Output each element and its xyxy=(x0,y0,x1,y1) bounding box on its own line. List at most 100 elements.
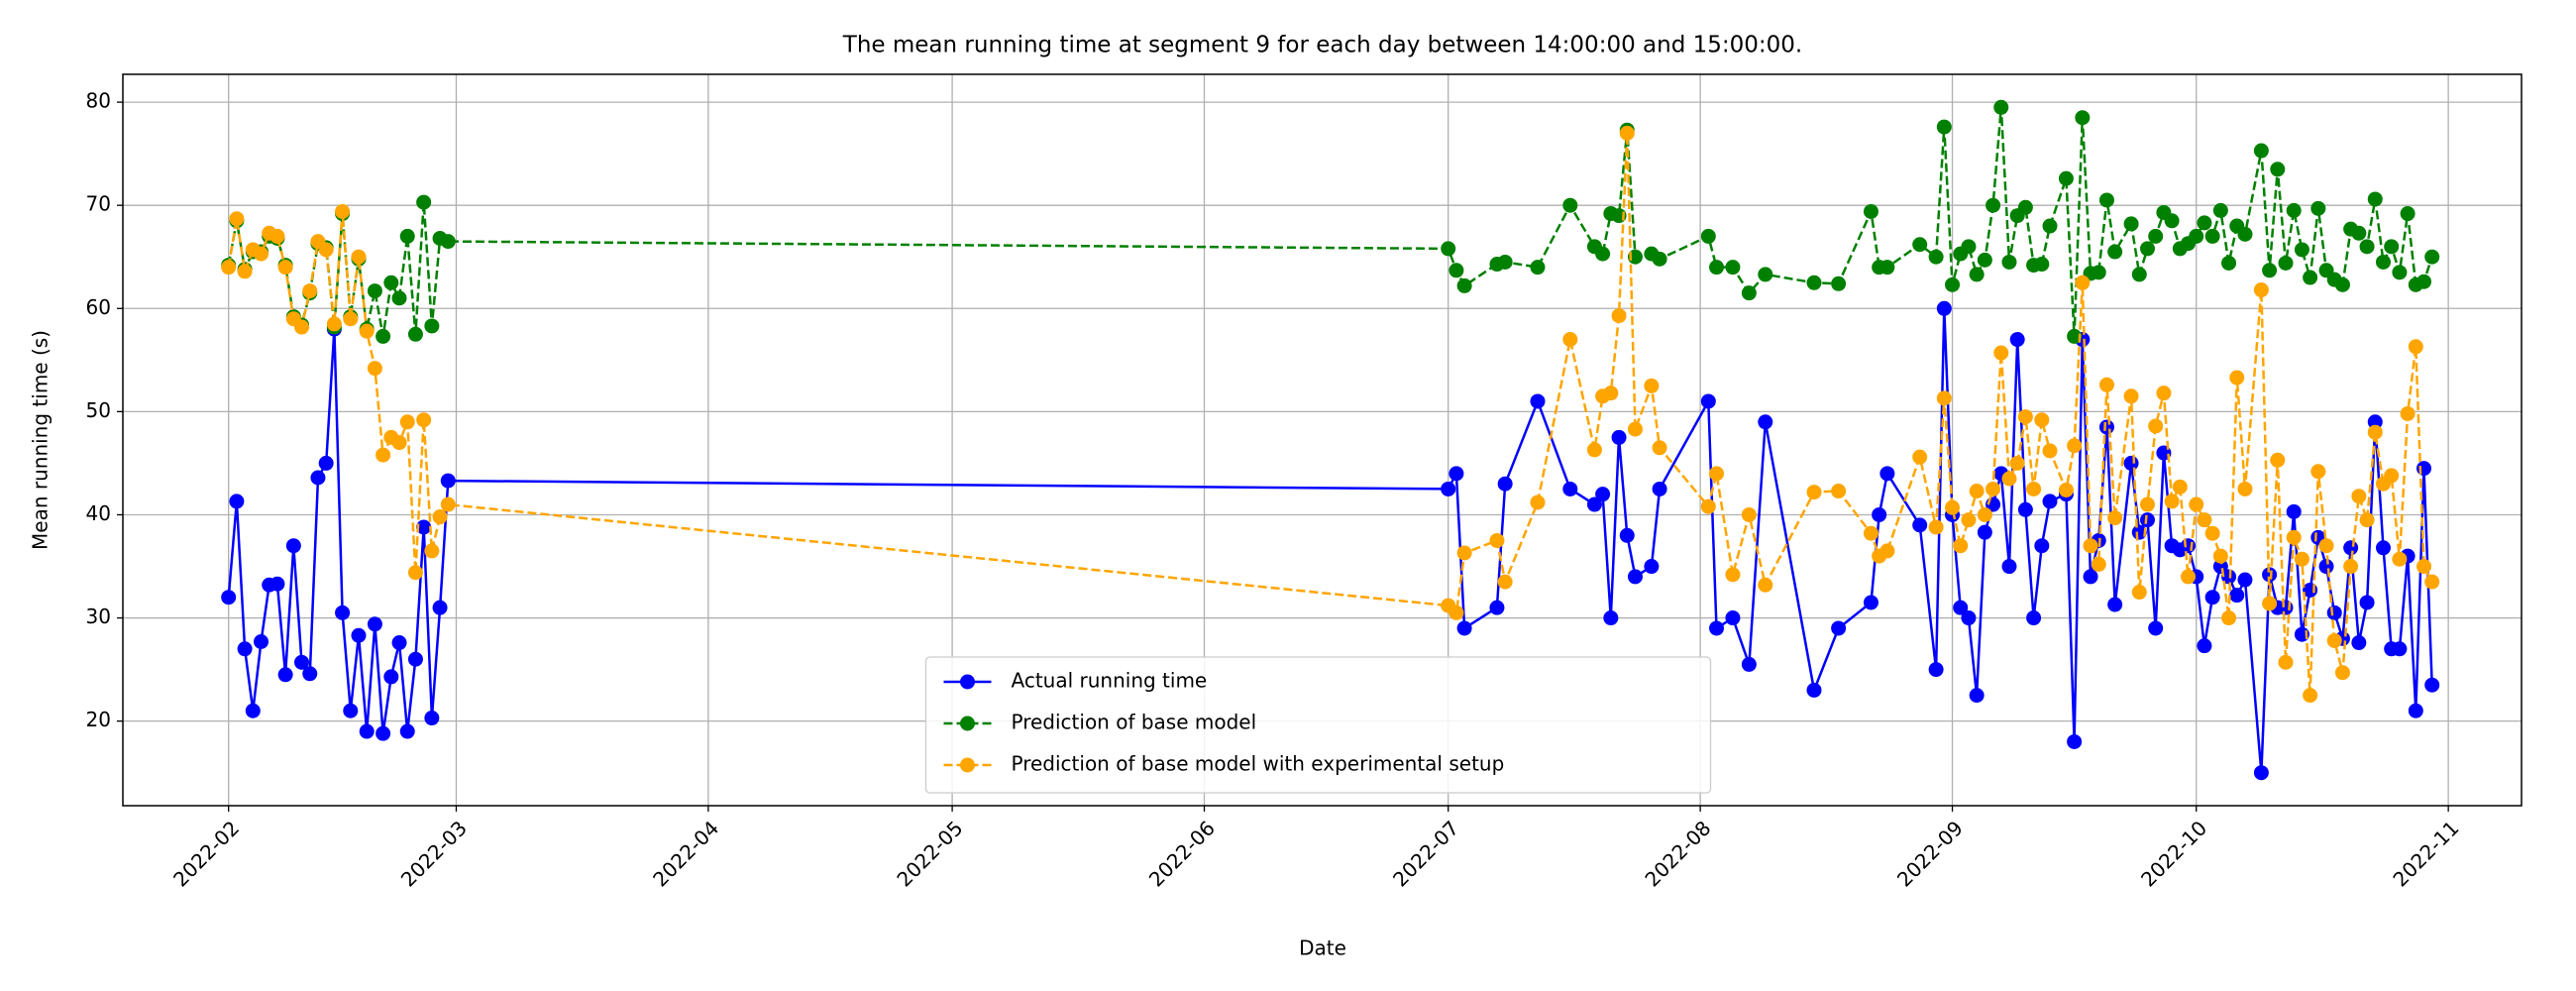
data-point xyxy=(2400,206,2415,222)
data-point xyxy=(1953,538,1969,554)
data-point xyxy=(2408,339,2423,355)
data-point xyxy=(1595,487,1611,502)
data-point xyxy=(1872,506,1887,522)
data-point xyxy=(285,538,301,554)
data-point xyxy=(407,565,423,581)
data-point xyxy=(2212,559,2228,575)
data-point xyxy=(1936,390,1952,406)
x-tick-label: 2022-04 xyxy=(648,816,723,891)
data-point xyxy=(424,318,440,334)
data-point xyxy=(245,703,261,718)
data-point xyxy=(2058,482,2074,497)
data-point xyxy=(2359,595,2375,610)
data-point xyxy=(359,323,375,339)
data-point xyxy=(2148,228,2164,244)
data-point xyxy=(2123,388,2139,404)
data-point xyxy=(2310,464,2326,480)
data-point xyxy=(432,600,448,615)
data-point xyxy=(1977,506,1992,522)
data-point xyxy=(1969,688,1985,704)
data-point xyxy=(277,667,293,683)
data-point xyxy=(1456,277,1472,293)
data-point xyxy=(2075,110,2091,126)
data-point xyxy=(1449,466,1464,482)
data-point xyxy=(1586,496,1602,512)
data-point xyxy=(1806,682,1822,698)
data-point xyxy=(1928,519,1944,535)
data-point xyxy=(2204,228,2220,244)
data-point xyxy=(1449,263,1464,278)
data-point xyxy=(2107,244,2123,260)
x-tick-label: 2022-07 xyxy=(1388,816,1463,891)
data-point xyxy=(1489,532,1505,548)
data-point xyxy=(2148,620,2164,636)
legend-marker xyxy=(960,674,975,690)
data-point xyxy=(1725,260,1741,275)
data-point xyxy=(318,242,334,258)
data-point xyxy=(2343,540,2359,556)
data-point xyxy=(2318,538,2334,554)
data-point xyxy=(1969,267,1985,282)
data-point xyxy=(1831,620,1847,636)
data-point xyxy=(2262,263,2278,278)
data-point xyxy=(1831,275,1847,291)
data-point xyxy=(351,627,367,643)
data-point xyxy=(2204,525,2220,541)
data-point xyxy=(1912,517,1928,533)
data-point xyxy=(1758,414,1773,430)
x-tick-label: 2022-05 xyxy=(892,816,967,891)
data-point xyxy=(302,283,318,299)
data-point xyxy=(2286,529,2302,545)
chart-title: The mean running time at segment 9 for e… xyxy=(842,33,1802,58)
data-point xyxy=(351,249,367,265)
data-point xyxy=(440,496,456,512)
data-point xyxy=(2189,228,2204,244)
data-point xyxy=(2001,559,2017,575)
data-point xyxy=(399,723,415,739)
data-point xyxy=(2262,596,2278,611)
data-point xyxy=(2294,242,2309,258)
legend-marker xyxy=(960,757,975,773)
data-point xyxy=(2310,200,2326,216)
data-point xyxy=(1863,203,1878,219)
data-point xyxy=(1627,421,1643,437)
data-point xyxy=(2392,265,2408,280)
data-point xyxy=(2131,585,2147,601)
data-point xyxy=(2017,199,2033,215)
data-point xyxy=(2229,588,2245,604)
data-point xyxy=(1489,600,1505,615)
data-point xyxy=(1700,393,1716,409)
data-point xyxy=(2148,418,2164,434)
data-point xyxy=(229,494,245,509)
series-line xyxy=(227,133,2433,696)
data-point xyxy=(1993,99,2009,115)
data-point xyxy=(2067,733,2083,749)
data-point xyxy=(2270,162,2286,177)
data-point xyxy=(1863,595,1878,610)
data-point xyxy=(335,203,351,219)
data-point xyxy=(2197,638,2212,654)
data-point xyxy=(294,319,310,335)
data-point xyxy=(1611,308,1627,324)
data-point xyxy=(2067,328,2083,344)
data-point xyxy=(1758,577,1773,593)
data-point xyxy=(2294,551,2309,567)
data-point xyxy=(2017,409,2033,425)
data-point xyxy=(2042,443,2058,459)
data-point xyxy=(2164,213,2180,229)
data-point xyxy=(254,246,269,262)
y-tick-label: 30 xyxy=(86,605,111,628)
data-point xyxy=(1741,285,1757,301)
legend-label: Prediction of base model xyxy=(1012,711,1257,734)
data-point xyxy=(2392,551,2408,567)
data-point xyxy=(2367,424,2383,440)
x-tick-label: 2022-09 xyxy=(1892,816,1968,891)
data-point xyxy=(1700,498,1716,514)
data-point xyxy=(2058,170,2074,186)
data-point xyxy=(416,519,432,535)
data-point xyxy=(1831,484,1847,499)
data-point xyxy=(359,723,375,739)
legend-label: Prediction of base model with experiment… xyxy=(1012,752,1505,776)
data-point xyxy=(2042,218,2058,234)
data-point xyxy=(2131,524,2147,540)
